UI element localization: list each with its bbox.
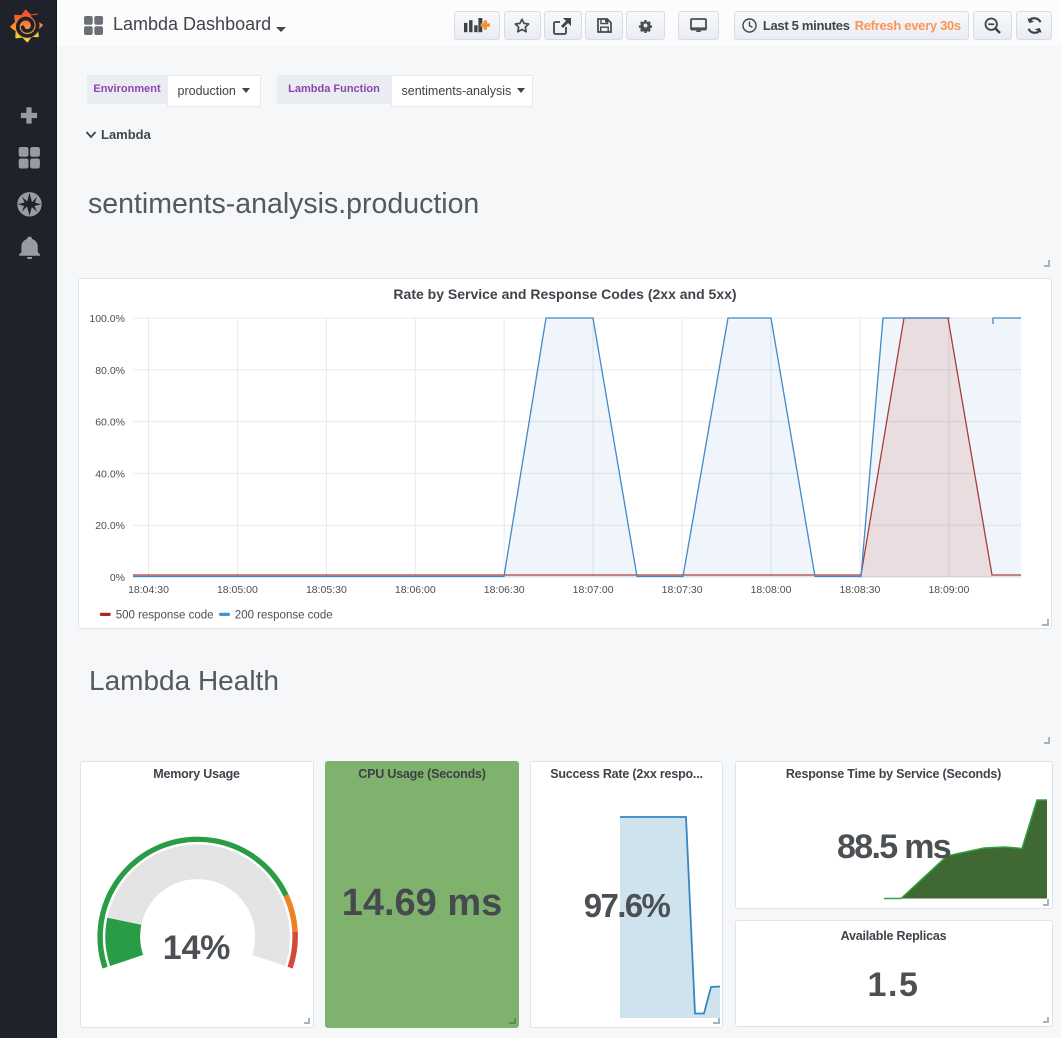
svg-text:18:07:30: 18:07:30 xyxy=(662,584,703,596)
svg-text:18:08:00: 18:08:00 xyxy=(751,584,792,596)
svg-text:500 response code: 500 response code xyxy=(116,610,214,622)
svg-text:200 response code: 200 response code xyxy=(235,610,333,622)
svg-text:18:08:30: 18:08:30 xyxy=(839,584,880,596)
svg-text:18:05:30: 18:05:30 xyxy=(306,584,347,596)
svg-text:80.0%: 80.0% xyxy=(95,365,125,377)
svg-text:18:06:30: 18:06:30 xyxy=(484,584,525,596)
svg-text:18:05:00: 18:05:00 xyxy=(217,584,258,596)
svg-text:40.0%: 40.0% xyxy=(95,468,125,480)
svg-text:0%: 0% xyxy=(110,572,125,584)
svg-text:60.0%: 60.0% xyxy=(95,417,125,429)
svg-text:20.0%: 20.0% xyxy=(95,520,125,532)
svg-text:100.0%: 100.0% xyxy=(89,313,125,325)
svg-text:18:07:00: 18:07:00 xyxy=(573,584,614,596)
svg-text:18:06:00: 18:06:00 xyxy=(395,584,436,596)
svg-text:18:04:30: 18:04:30 xyxy=(128,584,169,596)
svg-text:18:09:00: 18:09:00 xyxy=(928,584,969,596)
